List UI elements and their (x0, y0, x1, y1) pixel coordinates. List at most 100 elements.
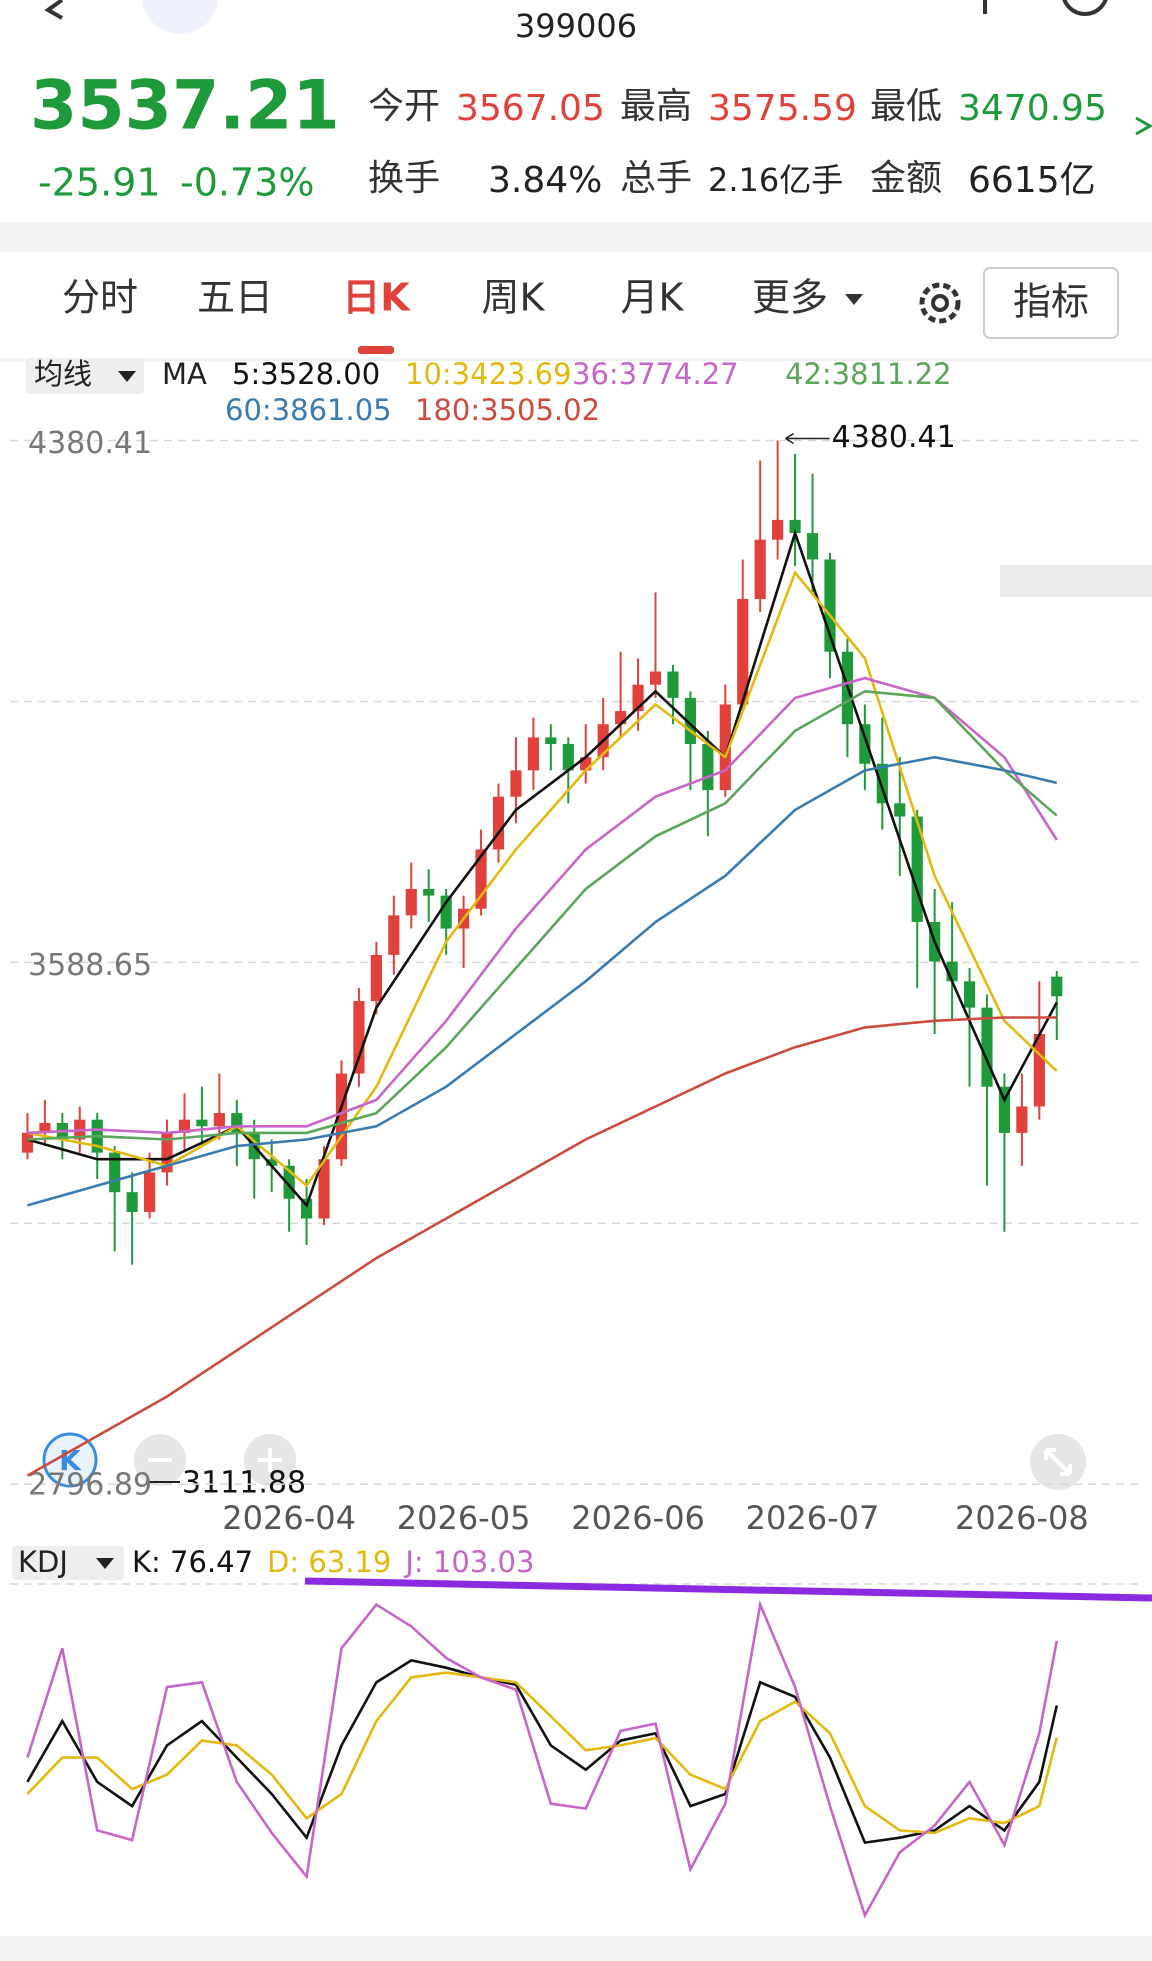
indicator-name: MA (162, 357, 207, 391)
stock-code: 399006 (515, 7, 637, 45)
candle-body (423, 889, 435, 896)
price-change: -25.91 (38, 161, 161, 205)
candle (353, 987, 365, 1087)
candle-body (109, 1152, 121, 1193)
candle (248, 1119, 260, 1199)
x-tick-label: 2026-08 (955, 1499, 1089, 1537)
indicator-selector[interactable] (26, 358, 144, 394)
legend-entry: 10:3423.69 (405, 357, 572, 391)
stat-label: 最低 (870, 86, 942, 127)
candle-body (335, 1073, 348, 1160)
low-annotation: 3111.88 (182, 1466, 306, 1501)
candle-body (126, 1192, 138, 1212)
search-button[interactable] (1062, 0, 1108, 16)
legend-entry: 36:3774.27 (572, 357, 739, 391)
candle (56, 1113, 68, 1160)
dropdown-icon (845, 294, 863, 305)
candle-body (789, 519, 801, 534)
ma-line (26, 1016, 1057, 1477)
candle-body (667, 671, 679, 698)
k-button[interactable] (42, 1432, 98, 1488)
candle-body (301, 1198, 313, 1219)
candle (702, 730, 714, 837)
candle (667, 664, 679, 725)
indicator-selector[interactable] (12, 1546, 124, 1580)
candle-body (266, 1159, 278, 1166)
candle (772, 440, 784, 560)
dropdown-icon (118, 371, 136, 382)
candle-body (946, 961, 958, 982)
candle (876, 717, 888, 830)
tab[interactable]: 五日 (197, 276, 273, 320)
candle-body (963, 981, 976, 1008)
indicator-button-label[interactable]: 指标 (1013, 280, 1089, 324)
candle (492, 783, 505, 863)
gear[interactable] (919, 282, 961, 324)
candle (301, 1179, 313, 1245)
candle-body (196, 1119, 208, 1127)
tab[interactable]: 更多 (752, 276, 828, 320)
stat-label: 最高 (620, 86, 692, 127)
y-tick-label: 2796.89 (28, 1468, 152, 1503)
stat-label: 金额 (870, 158, 942, 199)
candle-body (911, 816, 923, 922)
legend-entry: K: 76.47 (132, 1545, 253, 1579)
expand-arrow[interactable] (1135, 116, 1152, 136)
ma-line (27, 689, 1058, 1141)
settings-icon[interactable] (919, 282, 961, 324)
ma-line (27, 676, 1058, 1135)
candle-body (353, 1001, 365, 1074)
candle (737, 559, 749, 712)
candle-body (894, 803, 906, 817)
last-price: 3537.21 (30, 67, 340, 146)
stat-value: 3575.59 (708, 88, 857, 129)
candle (388, 895, 400, 975)
candle-body (580, 757, 592, 771)
candle-body (702, 744, 714, 791)
candle (126, 1172, 138, 1265)
y-tick-label: 3588.65 (28, 948, 152, 983)
candle (405, 862, 417, 929)
tab[interactable]: 分时 (62, 276, 138, 320)
candle-body (161, 1132, 173, 1173)
candle-body (824, 559, 836, 652)
candle-body (405, 889, 417, 916)
indicator-selector-label[interactable]: 均线 (34, 357, 92, 391)
candle-body (615, 711, 627, 725)
back-button[interactable] (44, 0, 64, 20)
indicator-button[interactable] (983, 267, 1119, 339)
candle-body (440, 895, 452, 929)
legend-entry: 42:3811.22 (785, 357, 952, 391)
legend-entry: 180:3505.02 (415, 393, 600, 427)
candle-body (492, 796, 505, 850)
x-tick-label: 2026-07 (746, 1499, 880, 1537)
candle (1016, 1073, 1028, 1166)
indicator-selector-label[interactable]: KDJ (18, 1545, 68, 1579)
bottom-band (0, 1936, 1152, 1961)
candle-body (39, 1122, 51, 1133)
legend-entry: 5:3528.00 (232, 357, 380, 391)
candle-body (21, 1132, 34, 1153)
candle (789, 454, 801, 567)
k-button-icon[interactable]: K (59, 1444, 82, 1477)
candle-body (231, 1113, 243, 1133)
candle (370, 941, 382, 1015)
tab[interactable]: 月K (621, 276, 685, 320)
indicator-line (26, 1600, 1059, 1919)
candle-body (510, 770, 522, 797)
overlay-band (1000, 565, 1152, 597)
fullscreen-icon[interactable] (1044, 1448, 1072, 1476)
zoom-in-icon[interactable] (258, 1448, 282, 1472)
ma-line (27, 755, 1058, 1207)
candle-body (684, 697, 696, 744)
candle (21, 1113, 34, 1160)
candle-body (649, 671, 662, 685)
tab[interactable]: 周K (482, 276, 546, 320)
candle (684, 691, 696, 791)
legend-entry: 60:3861.05 (225, 393, 392, 427)
tab-active[interactable]: 日K (342, 276, 411, 320)
candle-body (178, 1119, 191, 1133)
gear-center[interactable] (931, 294, 949, 312)
high-annotation: 4380.41 (832, 420, 956, 455)
